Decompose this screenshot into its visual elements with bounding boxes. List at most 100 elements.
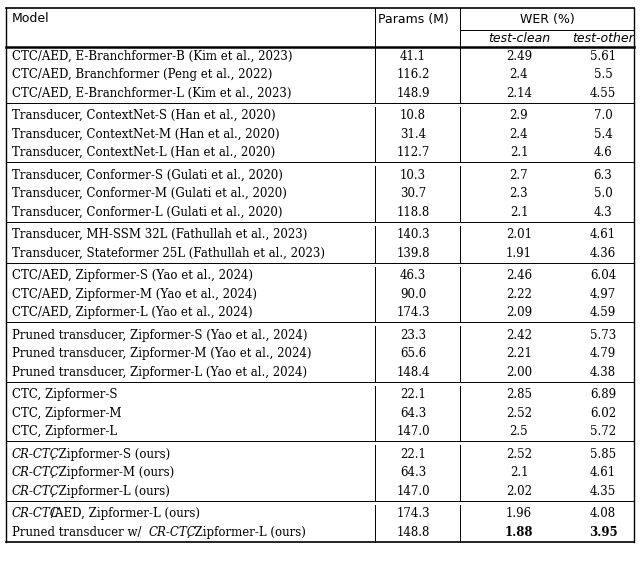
Text: Params (M): Params (M) <box>378 12 449 26</box>
Text: 4.38: 4.38 <box>590 366 616 379</box>
Text: 2.9: 2.9 <box>509 109 528 122</box>
Text: Transducer, ContextNet-S (Han et al., 2020): Transducer, ContextNet-S (Han et al., 20… <box>12 109 276 122</box>
Text: WER (%): WER (%) <box>520 12 574 26</box>
Text: 5.73: 5.73 <box>590 329 616 342</box>
Text: Pruned transducer, Zipformer-L (Yao et al., 2024): Pruned transducer, Zipformer-L (Yao et a… <box>12 366 307 379</box>
Text: 4.97: 4.97 <box>590 288 616 301</box>
Text: 174.3: 174.3 <box>396 306 430 319</box>
Text: 6.89: 6.89 <box>590 388 616 401</box>
Text: 139.8: 139.8 <box>396 247 429 260</box>
Text: , Zipformer-L (ours): , Zipformer-L (ours) <box>51 485 170 498</box>
Text: 2.22: 2.22 <box>506 288 532 301</box>
Text: Transducer, Stateformer 25L (Fathullah et al., 2023): Transducer, Stateformer 25L (Fathullah e… <box>12 247 325 260</box>
Text: 4.79: 4.79 <box>590 347 616 360</box>
Text: , Zipformer-S (ours): , Zipformer-S (ours) <box>51 448 170 461</box>
Text: 30.7: 30.7 <box>400 187 426 200</box>
Text: test-other: test-other <box>572 32 634 45</box>
Text: 4.6: 4.6 <box>594 146 612 159</box>
Text: CTC, Zipformer-L: CTC, Zipformer-L <box>12 425 117 438</box>
Text: 2.1: 2.1 <box>509 206 528 219</box>
Text: 2.5: 2.5 <box>509 425 528 438</box>
Text: CTC, Zipformer-S: CTC, Zipformer-S <box>12 388 118 401</box>
Text: 5.72: 5.72 <box>590 425 616 438</box>
Text: 2.21: 2.21 <box>506 347 532 360</box>
Text: 5.85: 5.85 <box>590 448 616 461</box>
Text: Transducer, Conformer-M (Gulati et al., 2020): Transducer, Conformer-M (Gulati et al., … <box>12 187 287 200</box>
Text: 147.0: 147.0 <box>396 425 430 438</box>
Text: 5.0: 5.0 <box>594 187 612 200</box>
Text: 2.01: 2.01 <box>506 228 532 241</box>
Text: 22.1: 22.1 <box>400 388 426 401</box>
Text: 65.6: 65.6 <box>400 347 426 360</box>
Text: Transducer, ContextNet-L (Han et al., 2020): Transducer, ContextNet-L (Han et al., 20… <box>12 146 275 159</box>
Text: 4.61: 4.61 <box>590 228 616 241</box>
Text: CR-CTC: CR-CTC <box>148 526 196 539</box>
Text: 5.5: 5.5 <box>594 68 612 81</box>
Text: 64.3: 64.3 <box>400 406 426 420</box>
Text: 147.0: 147.0 <box>396 485 430 498</box>
Text: /AED, Zipformer-L (ours): /AED, Zipformer-L (ours) <box>51 507 200 520</box>
Text: 4.61: 4.61 <box>590 466 616 479</box>
Text: Pruned transducer, Zipformer-M (Yao et al., 2024): Pruned transducer, Zipformer-M (Yao et a… <box>12 347 312 360</box>
Text: 112.7: 112.7 <box>396 146 429 159</box>
Text: 2.4: 2.4 <box>509 68 528 81</box>
Text: 7.0: 7.0 <box>594 109 612 122</box>
Text: 4.55: 4.55 <box>590 87 616 100</box>
Text: CR-CTC: CR-CTC <box>12 507 60 520</box>
Text: 2.42: 2.42 <box>506 329 532 342</box>
Text: 2.02: 2.02 <box>506 485 532 498</box>
Text: 4.08: 4.08 <box>590 507 616 520</box>
Text: Transducer, ContextNet-M (Han et al., 2020): Transducer, ContextNet-M (Han et al., 20… <box>12 128 280 141</box>
Text: 4.59: 4.59 <box>590 306 616 319</box>
Text: 23.3: 23.3 <box>400 329 426 342</box>
Text: CTC/AED, Zipformer-L (Yao et al., 2024): CTC/AED, Zipformer-L (Yao et al., 2024) <box>12 306 253 319</box>
Text: 2.4: 2.4 <box>509 128 528 141</box>
Text: 5.4: 5.4 <box>594 128 612 141</box>
Text: 1.96: 1.96 <box>506 507 532 520</box>
Text: 2.46: 2.46 <box>506 269 532 282</box>
Text: CTC/AED, Zipformer-M (Yao et al., 2024): CTC/AED, Zipformer-M (Yao et al., 2024) <box>12 288 257 301</box>
Text: Transducer, MH-SSM 32L (Fathullah et al., 2023): Transducer, MH-SSM 32L (Fathullah et al.… <box>12 228 307 241</box>
Text: CTC/AED, Zipformer-S (Yao et al., 2024): CTC/AED, Zipformer-S (Yao et al., 2024) <box>12 269 253 282</box>
Text: 2.49: 2.49 <box>506 50 532 62</box>
Text: 4.3: 4.3 <box>594 206 612 219</box>
Text: Transducer, Conformer-S (Gulati et al., 2020): Transducer, Conformer-S (Gulati et al., … <box>12 169 283 182</box>
Text: 148.4: 148.4 <box>396 366 429 379</box>
Text: 2.3: 2.3 <box>509 187 528 200</box>
Text: 10.8: 10.8 <box>400 109 426 122</box>
Text: 5.61: 5.61 <box>590 50 616 62</box>
Text: 64.3: 64.3 <box>400 466 426 479</box>
Text: CR-CTC: CR-CTC <box>12 485 60 498</box>
Text: 2.1: 2.1 <box>509 146 528 159</box>
Text: 118.8: 118.8 <box>396 206 429 219</box>
Text: 90.0: 90.0 <box>400 288 426 301</box>
Text: 148.8: 148.8 <box>396 526 429 539</box>
Text: 1.91: 1.91 <box>506 247 532 260</box>
Text: 2.85: 2.85 <box>506 388 532 401</box>
Text: 2.1: 2.1 <box>509 466 528 479</box>
Text: 41.1: 41.1 <box>400 50 426 62</box>
Text: 4.35: 4.35 <box>590 485 616 498</box>
Text: 2.14: 2.14 <box>506 87 532 100</box>
Text: Transducer, Conformer-L (Gulati et al., 2020): Transducer, Conformer-L (Gulati et al., … <box>12 206 282 219</box>
Text: Model: Model <box>12 12 50 26</box>
Text: CTC/AED, Branchformer (Peng et al., 2022): CTC/AED, Branchformer (Peng et al., 2022… <box>12 68 273 81</box>
Text: 140.3: 140.3 <box>396 228 430 241</box>
Text: CR-CTC: CR-CTC <box>12 448 60 461</box>
Text: 116.2: 116.2 <box>396 68 429 81</box>
Text: 2.52: 2.52 <box>506 406 532 420</box>
Text: 31.4: 31.4 <box>400 128 426 141</box>
Text: 22.1: 22.1 <box>400 448 426 461</box>
Text: , Zipformer-L (ours): , Zipformer-L (ours) <box>188 526 306 539</box>
Text: test-clean: test-clean <box>488 32 550 45</box>
Text: CTC, Zipformer-M: CTC, Zipformer-M <box>12 406 122 420</box>
Text: 6.3: 6.3 <box>594 169 612 182</box>
Text: 10.3: 10.3 <box>400 169 426 182</box>
Text: 3.95: 3.95 <box>589 526 618 539</box>
Text: 148.9: 148.9 <box>396 87 429 100</box>
Text: Pruned transducer w/: Pruned transducer w/ <box>12 526 145 539</box>
Text: 46.3: 46.3 <box>400 269 426 282</box>
Text: CR-CTC: CR-CTC <box>12 466 60 479</box>
Text: CTC/AED, E-Branchformer-L (Kim et al., 2023): CTC/AED, E-Branchformer-L (Kim et al., 2… <box>12 87 291 100</box>
Text: Pruned transducer, Zipformer-S (Yao et al., 2024): Pruned transducer, Zipformer-S (Yao et a… <box>12 329 307 342</box>
